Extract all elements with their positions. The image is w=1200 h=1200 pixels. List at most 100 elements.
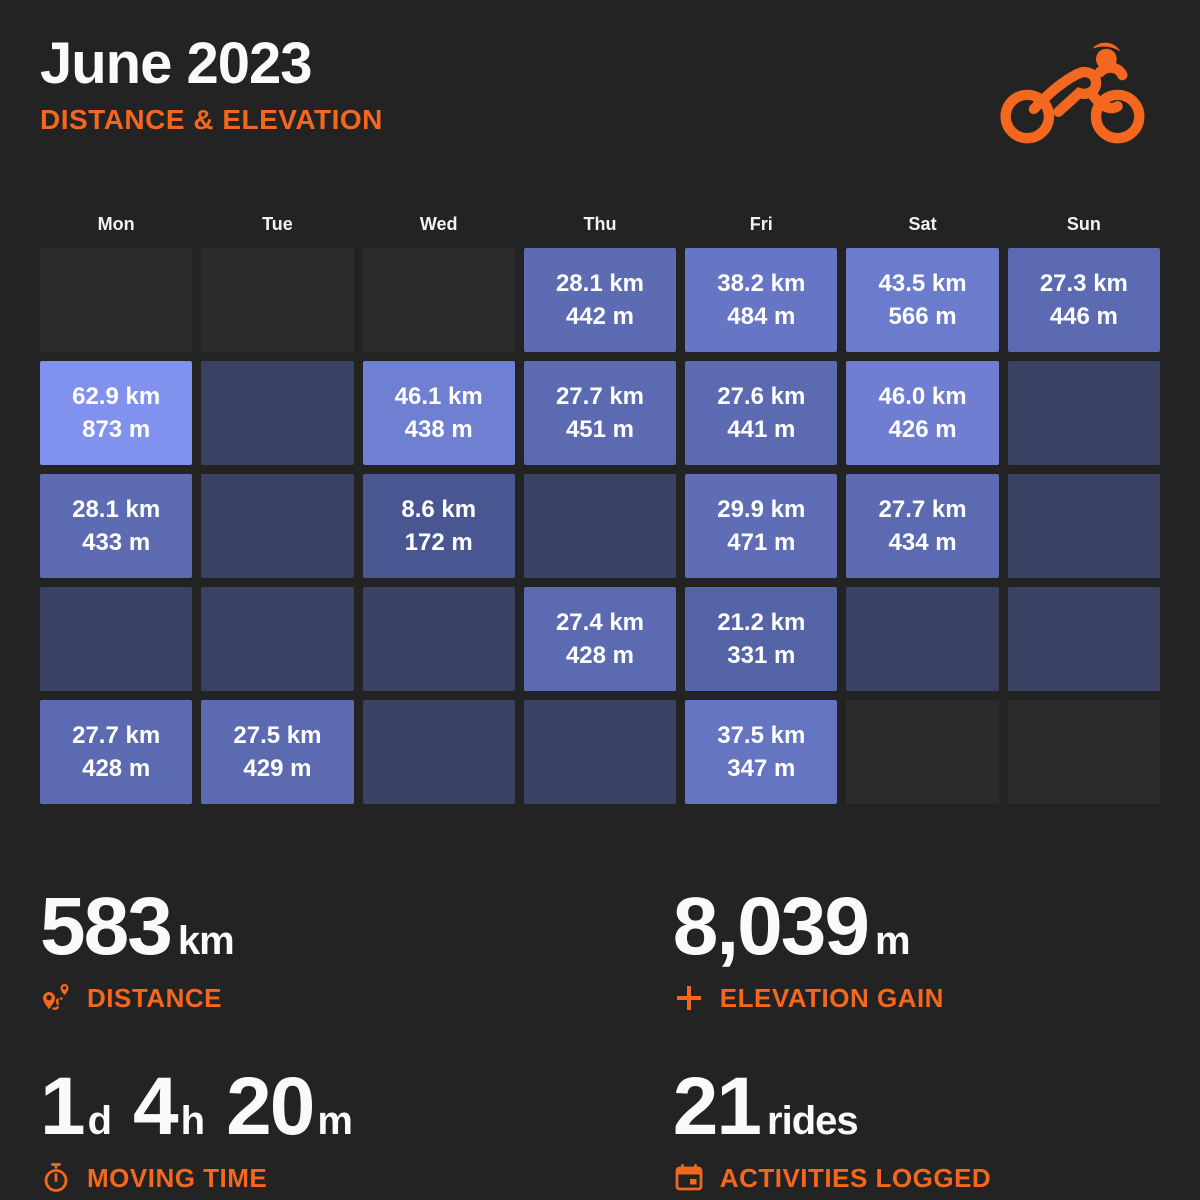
calendar-cell-ride: 28.1 km 442 m <box>523 248 677 352</box>
calendar-cell-rest-day <box>362 700 515 804</box>
calendar-cell-rest-day <box>523 700 677 804</box>
calendar-cell-ride: 27.7 km 428 m <box>40 700 193 804</box>
page-title: June 2023 <box>40 31 313 96</box>
plus-icon <box>673 982 705 1014</box>
cell-distance: 21.2 km <box>717 608 806 636</box>
cell-elevation: 428 m <box>82 754 151 782</box>
cell-elevation: 331 m <box>727 641 796 669</box>
calendar-cell-ride: 29.9 km 471 m <box>685 474 838 578</box>
header: June 2023 DISTANCE & ELEVATION <box>40 28 1160 152</box>
summary-stats: 583 km DISTANCE 8,039 m <box>40 886 1160 1194</box>
stat-rides: 21 rides ACTIVITIES LOGGED <box>673 1066 1160 1194</box>
cell-elevation: 172 m <box>404 528 473 556</box>
calendar-cell-ride: 27.5 km 429 m <box>201 700 354 804</box>
cell-elevation: 426 m <box>888 415 957 443</box>
calendar-cell-ride: 27.7 km 451 m <box>523 361 677 465</box>
cell-elevation: 434 m <box>888 528 957 556</box>
moving-time-label-row: MOVING TIME <box>40 1162 673 1194</box>
day-header: Sat <box>908 214 937 234</box>
day-header: Sun <box>1066 214 1101 234</box>
calendar-cell-ride: 38.2 km 484 m <box>685 248 838 352</box>
calendar-cell-ride: 8.6 km 172 m <box>362 474 515 578</box>
day-header: Tue <box>262 214 293 234</box>
elevation-label: ELEVATION GAIN <box>719 982 944 1013</box>
calendar-cell-ride: 27.7 km 434 m <box>846 474 999 578</box>
rides-value: 21 <box>672 1061 762 1152</box>
cell-elevation: 441 m <box>727 415 796 443</box>
calendar-cell-rest-day <box>201 474 354 578</box>
moving-time-hours-unit: h <box>180 1099 205 1143</box>
calendar-cell-rest-day <box>201 587 354 691</box>
cell-distance: 27.3 km <box>1039 269 1128 297</box>
calendar-cell-ride: 27.6 km 441 m <box>685 361 838 465</box>
cell-distance: 43.5 km <box>878 269 967 297</box>
moving-time-days-unit: d <box>87 1099 112 1143</box>
distance-label: DISTANCE <box>87 982 222 1013</box>
cell-elevation: 471 m <box>727 528 796 556</box>
calendar-cell-rest-day <box>1007 587 1160 691</box>
day-header: Thu <box>583 214 617 234</box>
calendar-cell-ride: 27.4 km 428 m <box>523 587 677 691</box>
calendar-cell-out-of-month <box>40 248 193 352</box>
cell-distance: 27.4 km <box>555 608 645 636</box>
calendar-cell-ride: 62.9 km 873 m <box>40 361 193 465</box>
cell-distance: 29.9 km <box>717 495 806 523</box>
cell-distance: 27.7 km <box>878 495 967 523</box>
moving-time-minutes-value: 20 <box>226 1061 315 1152</box>
cell-elevation: 347 m <box>727 754 796 782</box>
elevation-value-line: 8,039 m <box>673 886 1160 968</box>
calendar-cell-ride: 21.2 km 331 m <box>685 587 838 691</box>
calendar-cell-out-of-month <box>1007 700 1160 804</box>
moving-time-value-line: 1 d 4 h 20 m <box>40 1066 673 1148</box>
cell-distance: 37.5 km <box>717 721 806 749</box>
cell-distance: 27.5 km <box>233 721 322 749</box>
rides-unit: rides <box>767 1099 859 1143</box>
distance-label-row: DISTANCE <box>40 982 673 1014</box>
calendar-cell-out-of-month <box>846 700 999 804</box>
cell-distance: 27.6 km <box>717 382 806 410</box>
day-header: Fri <box>749 214 773 234</box>
calendar-cell-ride: 37.5 km 347 m <box>685 700 838 804</box>
stat-moving-time: 1 d 4 h 20 m <box>40 1066 673 1194</box>
elevation-label-row: ELEVATION GAIN <box>673 982 1160 1014</box>
cell-distance: 46.1 km <box>394 382 483 410</box>
elevation-value: 8,039 <box>672 881 870 972</box>
cell-distance: 27.7 km <box>72 721 161 749</box>
moving-time-hours-value: 4 <box>133 1061 179 1152</box>
calendar-cell-rest-day <box>1007 361 1160 465</box>
distance-unit: km <box>177 919 235 963</box>
cell-distance: 46.0 km <box>878 382 967 410</box>
calendar-cell-rest-day <box>1007 474 1160 578</box>
rides-value-line: 21 rides <box>673 1066 1160 1148</box>
distance-value-line: 583 km <box>40 886 673 968</box>
rides-label-row: ACTIVITIES LOGGED <box>673 1162 1160 1194</box>
cell-elevation: 484 m <box>727 302 796 330</box>
distance-value: 583 <box>40 881 173 972</box>
page-subtitle: DISTANCE & ELEVATION <box>40 103 383 135</box>
moving-time-minutes-unit: m <box>317 1099 353 1143</box>
cell-elevation: 428 m <box>565 641 635 669</box>
cell-elevation: 438 m <box>404 415 473 443</box>
stat-distance: 583 km DISTANCE <box>40 886 673 1014</box>
cell-distance: 28.1 km <box>72 495 161 523</box>
calendar-cell-rest-day <box>523 474 677 578</box>
stat-elevation: 8,039 m ELEVATION GAIN <box>673 886 1160 1014</box>
calendar-icon <box>673 1162 705 1194</box>
header-text: June 2023 DISTANCE & ELEVATION <box>40 28 383 136</box>
cyclist-icon <box>1000 34 1160 152</box>
cell-elevation: 433 m <box>82 528 151 556</box>
cell-distance: 38.2 km <box>717 269 806 297</box>
calendar-cell-ride: 43.5 km 566 m <box>846 248 999 352</box>
calendar-cell-rest-day <box>846 587 999 691</box>
cell-distance: 8.6 km <box>401 495 477 523</box>
activity-calendar: Mon Tue Wed Thu Fri Sat Sun 28.1 km 442 m 38.2 k… <box>40 214 1160 804</box>
calendar-cell-rest-day <box>40 587 193 691</box>
stopwatch-icon <box>40 1162 72 1194</box>
calendar-day-headers: Mon Tue Wed Thu Fri Sat Sun <box>40 214 1160 235</box>
cell-distance: 27.7 km <box>555 382 645 410</box>
moving-time-days-value: 1 <box>40 1061 86 1152</box>
calendar-grid: 28.1 km 442 m 38.2 km 484 m 43.5 km 566 m 27.3… <box>40 248 1160 804</box>
calendar-cell-ride: 28.1 km 433 m <box>40 474 193 578</box>
day-header: Mon <box>97 214 135 234</box>
